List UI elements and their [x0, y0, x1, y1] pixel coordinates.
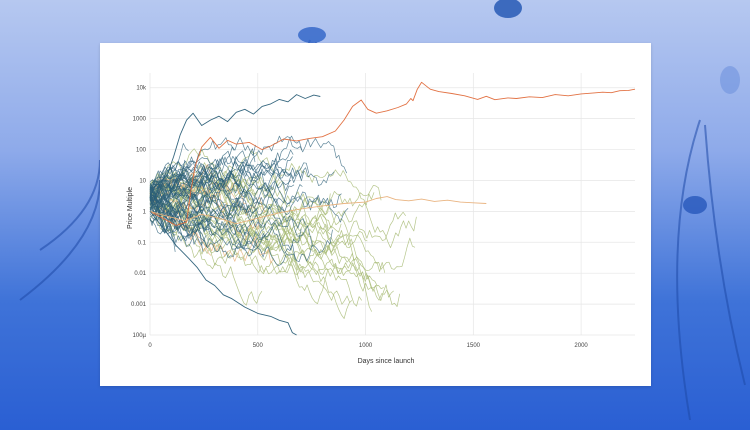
series-line-teal: [149, 161, 335, 226]
series-line-teal: [149, 211, 176, 234]
y-tick-label: 1: [143, 209, 147, 215]
series-line-teal: [149, 166, 222, 209]
y-tick-label: 10k: [136, 86, 147, 92]
series-line-olive: [149, 199, 417, 249]
x-tick-label: 500: [253, 343, 264, 349]
series-line-teal: [149, 180, 220, 214]
series-line-teal: [149, 162, 349, 223]
series-line-teal: [149, 149, 294, 194]
y-tick-label: 0.001: [131, 302, 147, 308]
series-lines: [149, 81, 636, 336]
series-line-teal: [149, 143, 189, 192]
series-line-teal: [149, 148, 256, 208]
series-line-teal: [149, 162, 310, 208]
series-line-teal: [149, 192, 207, 241]
series-line-teal: [149, 179, 250, 247]
series-line-teal: [149, 171, 270, 232]
series-line-teal: [149, 202, 266, 236]
x-tick-label: 1500: [467, 343, 481, 349]
series-line-teal: [149, 195, 314, 247]
y-tick-label: 0.1: [138, 240, 147, 246]
series-line-teal: [149, 185, 302, 258]
y-tick-labels: 10k 1000 100 10 1 0.1 0.01 0.001 100µ: [131, 86, 147, 339]
series-line-teal: [149, 135, 348, 203]
series-line-teal: [149, 156, 280, 202]
series-line-teal: [149, 193, 269, 251]
y-tick-label: 0.01: [134, 271, 146, 277]
x-axis-title: Days since launch: [358, 358, 415, 365]
series-line-teal: [149, 156, 293, 214]
grid-lines: [149, 73, 635, 336]
y-tick-label: 1000: [133, 117, 147, 123]
series-line-teal: [149, 137, 235, 200]
series-line-teal: [149, 194, 296, 260]
series-line-teal: [149, 166, 214, 203]
highlight-series-line-3: [149, 211, 297, 336]
series-line-teal: [149, 179, 292, 235]
x-tick-labels: 0 500 1000 1500 2000: [148, 343, 588, 349]
x-tick-label: 0: [148, 343, 152, 349]
chart-card: 10k 1000 100 10 1 0.1 0.01 0.001 100µ 0 500 1000 15…: [100, 43, 651, 386]
y-axis-title: Price Multiple: [127, 187, 134, 229]
highlight-series-line-0: [149, 81, 636, 226]
series-line-teal: [149, 199, 177, 247]
highlight-series-line-2: [149, 94, 321, 191]
series-line-olive: [149, 207, 263, 306]
series-line-teal: [149, 198, 248, 250]
series-line-olive: [149, 163, 375, 219]
y-tick-label: 10: [139, 178, 146, 184]
line-chart: 10k 1000 100 10 1 0.1 0.01 0.001 100µ 0 500 1000 15…: [127, 73, 636, 365]
x-tick-label: 1000: [359, 343, 373, 349]
y-tick-label: 100: [136, 148, 147, 154]
series-line-olive: [149, 148, 382, 211]
x-tick-label: 2000: [574, 343, 588, 349]
series-line-teal: [149, 198, 213, 243]
highlight-series-line-1: [149, 196, 487, 225]
y-tick-label: 100µ: [133, 333, 147, 339]
